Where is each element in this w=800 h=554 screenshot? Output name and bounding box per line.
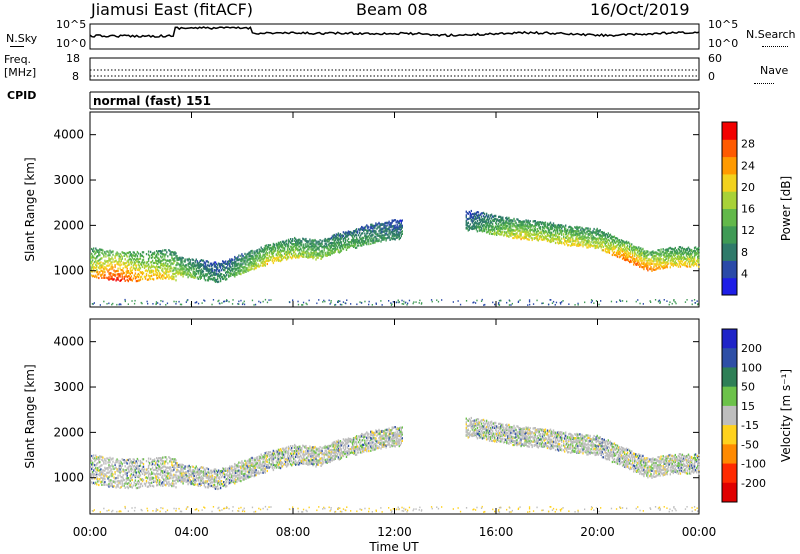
n-search-dotted-line xyxy=(762,46,788,47)
time-tick-label: 16:00 xyxy=(479,525,514,539)
velocity-echoes xyxy=(90,416,700,513)
time-axis: 00:00 04:00 08:00 12:00 16:00 20:00 00:00 Time … xyxy=(73,525,717,554)
velocity-colorbar-tick-label: 200 xyxy=(741,342,762,355)
time-tick-label: 00:00 xyxy=(682,525,717,539)
freq-tick-top: 18 xyxy=(66,52,80,65)
power-colorbar-tick-label: 12 xyxy=(741,224,755,237)
nave-tick-top: 60 xyxy=(708,52,722,65)
power-colorbar-segment xyxy=(722,260,737,279)
n-search-label: N.Search xyxy=(746,28,796,41)
velocity-colorbar-tick-label: -15 xyxy=(741,419,759,432)
velocity-colorbar-label: Velocity [m s⁻¹] xyxy=(779,369,793,462)
station-title: Jiamusi East (fitACF) xyxy=(91,0,254,19)
freq-panel-frame xyxy=(89,57,700,81)
velocity-colorbar-segment xyxy=(722,405,737,426)
velocity-colorbar-tick-label: -200 xyxy=(741,477,766,490)
power-colorbar-segment xyxy=(722,122,737,140)
date-title: 16/Oct/2019 xyxy=(590,0,690,19)
velocity-colorbar-tick-label: 15 xyxy=(741,400,755,413)
nave-dotted-line xyxy=(754,83,774,84)
power-echoes xyxy=(90,209,700,306)
velocity-ytick-label: 1000 xyxy=(53,471,84,485)
velocity-colorbar-frame xyxy=(721,328,738,503)
velocity-colorbar-segment xyxy=(722,463,737,484)
n-search-tick-top: 10^5 xyxy=(708,18,739,31)
velocity-colorbar-segment xyxy=(722,482,737,503)
freq-label: Freq. xyxy=(4,53,32,66)
time-tick-label: 12:00 xyxy=(377,525,412,539)
velocity-ylabel: Slant Range [km] xyxy=(23,364,37,468)
velocity-colorbar-segment xyxy=(722,367,737,388)
n-search-tick-bottom: 10^0 xyxy=(708,37,739,50)
power-colorbar-tick-label: 4 xyxy=(741,267,748,280)
power-ytick-label: 3000 xyxy=(53,173,84,187)
velocity-colorbar-tick-label: 100 xyxy=(741,361,762,374)
cpid-strip xyxy=(90,91,699,110)
time-tick-label: 00:00 xyxy=(73,525,108,539)
power-colorbar-segment xyxy=(722,208,737,227)
power-colorbar-segment xyxy=(722,191,737,209)
power-colorbar-tick-label: 20 xyxy=(741,181,755,194)
cpid-strip-sides xyxy=(89,92,700,109)
cpid-label: CPID xyxy=(7,89,37,102)
velocity-colorbar-tick-label: -100 xyxy=(741,458,766,471)
power-colorbar-tick-label: 16 xyxy=(741,203,755,216)
power-panel: 1000 2000 3000 4000 Slant Range [km] 4 8 12 16 20… xyxy=(23,111,793,308)
power-colorbar-label: Power [dB] xyxy=(779,176,793,241)
time-tick-label: 20:00 xyxy=(580,525,615,539)
velocity-colorbar-tick-label: 50 xyxy=(741,381,755,394)
power-colorbar-segment xyxy=(722,173,737,192)
time-tick-label: 08:00 xyxy=(276,525,311,539)
beam-title: Beam 08 xyxy=(356,0,428,19)
power-colorbar-tick-label: 28 xyxy=(741,138,755,151)
velocity-panel: 1000 2000 3000 4000 Slant Range [km] 200 100 50… xyxy=(23,318,793,515)
n-sky-label: N.Sky xyxy=(6,32,38,45)
power-ytick-label: 2000 xyxy=(53,218,84,232)
velocity-colorbar-segment xyxy=(722,386,737,407)
n-sky-tick-top: 10^5 xyxy=(56,18,87,31)
power-colorbar-segment xyxy=(722,139,737,158)
power-ytick-label: 1000 xyxy=(53,264,84,278)
power-colorbar-tick-label: 8 xyxy=(741,246,748,259)
power-ytick-label: 4000 xyxy=(53,128,84,142)
freq-tick-bottom: 8 xyxy=(72,70,79,83)
velocity-ytick-label: 2000 xyxy=(53,425,84,439)
power-colorbar-segment xyxy=(722,225,737,244)
velocity-colorbar-segment xyxy=(722,444,737,465)
power-colorbar-frame xyxy=(721,121,738,296)
velocity-colorbar-segment xyxy=(722,425,737,445)
velocity-ytick-label: 4000 xyxy=(53,335,84,349)
sky-panel-frame xyxy=(89,23,700,50)
velocity-colorbar-tick-label: -50 xyxy=(741,438,759,451)
velocity-panel-frame xyxy=(89,318,700,515)
power-colorbar-segment xyxy=(722,277,737,296)
n-sky-tick-bottom: 10^0 xyxy=(56,37,87,50)
freq-unit-label: [MHz] xyxy=(4,66,37,79)
cpid-value: normal (fast) 151 xyxy=(93,94,211,108)
power-colorbar-tick-label: 24 xyxy=(741,159,755,172)
nave-label: Nave xyxy=(760,64,789,77)
power-colorbar-segment xyxy=(722,243,737,261)
velocity-colorbar: 200 100 50 15 -15 -50 -100 -200 Velocity [m s⁻¹] xyxy=(721,328,793,503)
nave-tick-bottom: 0 xyxy=(708,70,715,83)
power-colorbar-segment xyxy=(722,156,737,175)
n-sky-underline xyxy=(10,46,24,47)
velocity-ytick-label: 3000 xyxy=(53,380,84,394)
power-panel-frame xyxy=(89,111,700,308)
power-ylabel: Slant Range [km] xyxy=(23,157,37,261)
time-axis-title: Time UT xyxy=(368,540,419,554)
velocity-colorbar-segment xyxy=(722,329,737,349)
sky-noise-trace xyxy=(89,26,700,38)
velocity-colorbar-segment xyxy=(722,348,737,368)
time-tick-label: 04:00 xyxy=(174,525,209,539)
power-colorbar: 4 8 12 16 20 24 28 Power [dB] xyxy=(721,121,793,296)
